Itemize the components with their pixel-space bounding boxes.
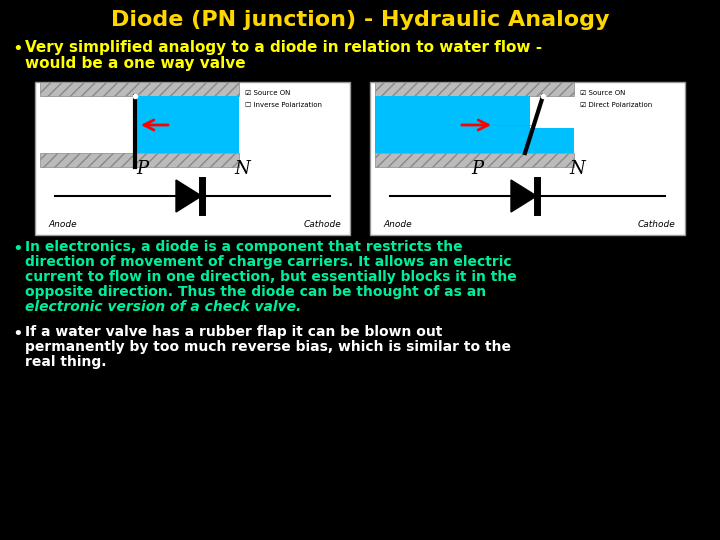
Bar — [40, 153, 239, 167]
Text: •: • — [12, 325, 23, 343]
Text: P: P — [136, 160, 148, 178]
Text: permanently by too much reverse bias, which is similar to the: permanently by too much reverse bias, wh… — [25, 340, 511, 354]
Text: real thing.: real thing. — [25, 355, 107, 369]
Text: Cathode: Cathode — [638, 220, 676, 229]
Text: current to flow in one direction, but essentially blocks it in the: current to flow in one direction, but es… — [25, 270, 517, 284]
Bar — [375, 96, 530, 153]
Polygon shape — [176, 180, 202, 212]
Text: N: N — [569, 160, 585, 178]
Bar — [40, 82, 239, 96]
Text: direction of movement of charge carriers. It allows an electric: direction of movement of charge carriers… — [25, 255, 512, 269]
Text: opposite direction. Thus the diode can be thought of as an: opposite direction. Thus the diode can b… — [25, 285, 486, 299]
Text: If a water valve has a rubber flap it can be blown out: If a water valve has a rubber flap it ca… — [25, 325, 442, 339]
Text: Anode: Anode — [49, 220, 77, 229]
Text: Anode: Anode — [384, 220, 413, 229]
Polygon shape — [511, 180, 536, 212]
Text: Diode (PN junction) - Hydraulic Analogy: Diode (PN junction) - Hydraulic Analogy — [111, 10, 609, 30]
Bar — [375, 153, 574, 167]
Text: ☐ Inverse Polarization: ☐ Inverse Polarization — [245, 102, 322, 108]
Text: Cathode: Cathode — [303, 220, 341, 229]
Bar — [35, 82, 350, 235]
Bar — [530, 128, 574, 153]
Text: ☑ Direct Polarization: ☑ Direct Polarization — [580, 102, 652, 108]
Text: N: N — [234, 160, 250, 178]
Bar — [375, 82, 574, 96]
Text: In electronics, a diode is a component that restricts the: In electronics, a diode is a component t… — [25, 240, 463, 254]
Text: •: • — [12, 40, 23, 58]
Text: P: P — [471, 160, 483, 178]
Text: electronic version of a check valve.: electronic version of a check valve. — [25, 300, 301, 314]
Text: ☑ Source ON: ☑ Source ON — [580, 90, 626, 96]
Bar — [370, 82, 685, 235]
Text: would be a one way valve: would be a one way valve — [25, 56, 246, 71]
Text: Very simplified analogy to a diode in relation to water flow -: Very simplified analogy to a diode in re… — [25, 40, 542, 55]
Text: •: • — [12, 240, 23, 258]
Text: ☑ Source ON: ☑ Source ON — [245, 90, 290, 96]
Bar — [135, 96, 239, 153]
